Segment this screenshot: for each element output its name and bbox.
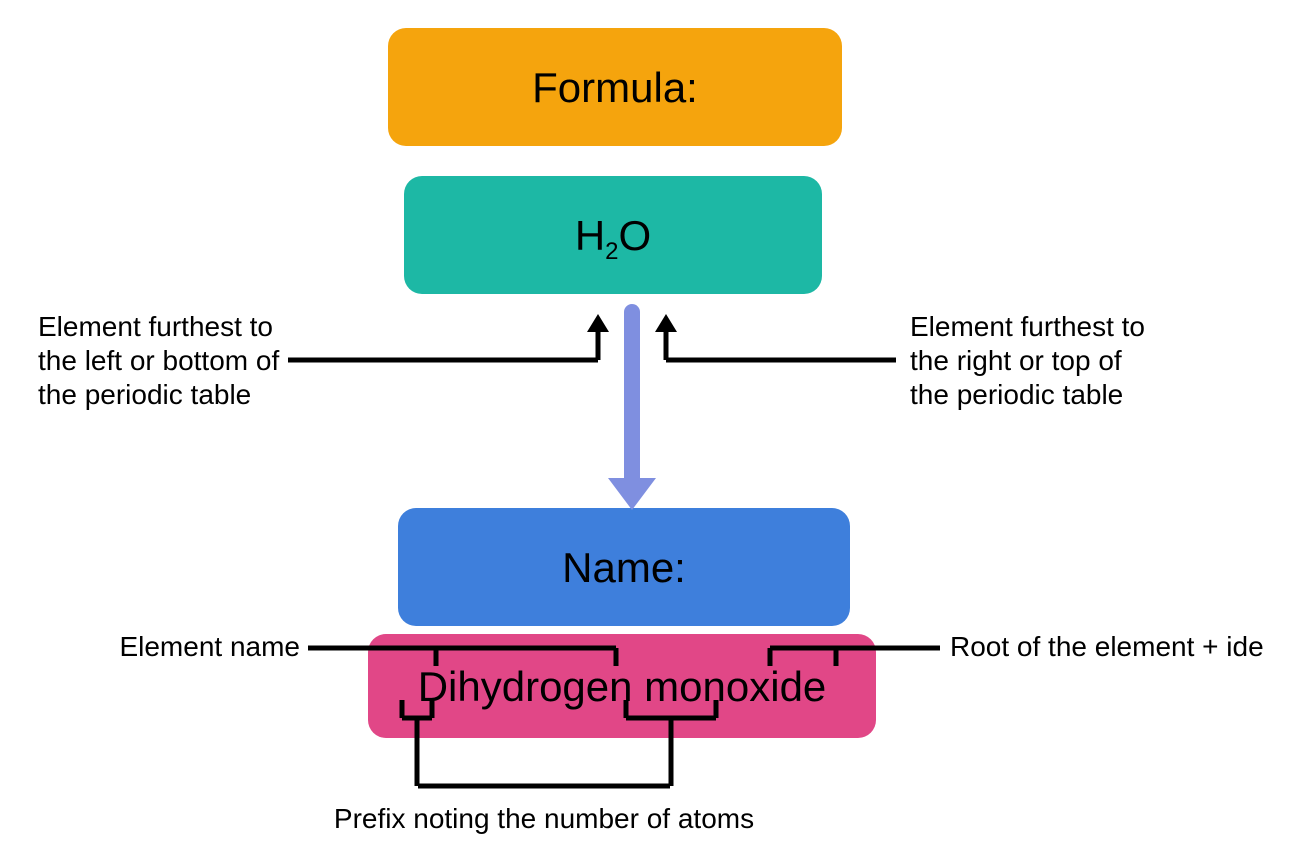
annot-right-top-line: the right or top of (910, 345, 1122, 376)
arrowhead-icon (655, 314, 677, 332)
central-arrow-head (608, 478, 656, 510)
formula-label-text: Formula: (532, 64, 698, 111)
formula-sub: 2 (605, 238, 618, 265)
annot-right-top-line: Element furthest to (910, 311, 1145, 342)
annot-root-ide: Root of the element + ide (950, 631, 1264, 662)
annot-right-top: Element furthest tothe right or top ofth… (910, 311, 1145, 410)
formula-h: H (575, 212, 605, 259)
annot-prefix: Prefix noting the number of atoms (334, 803, 754, 834)
arrowhead-icon (587, 314, 609, 332)
diagram-canvas: Formula: H2O Name: Dihydrogen monoxide Eleme… (0, 0, 1311, 863)
name-value-text: Dihydrogen monoxide (418, 663, 827, 710)
annot-left-top-line: the left or bottom of (38, 345, 279, 376)
annot-right-top-line: the periodic table (910, 379, 1123, 410)
annot-left-top: Element furthest tothe left or bottom of… (38, 311, 279, 410)
annot-left-top-line: Element furthest to (38, 311, 273, 342)
formula-value-box (404, 176, 822, 294)
annot-left-top-line: the periodic table (38, 379, 251, 410)
formula-o: O (619, 212, 652, 259)
name-label-text: Name: (562, 544, 686, 591)
annot-element-name: Element name (119, 631, 300, 662)
